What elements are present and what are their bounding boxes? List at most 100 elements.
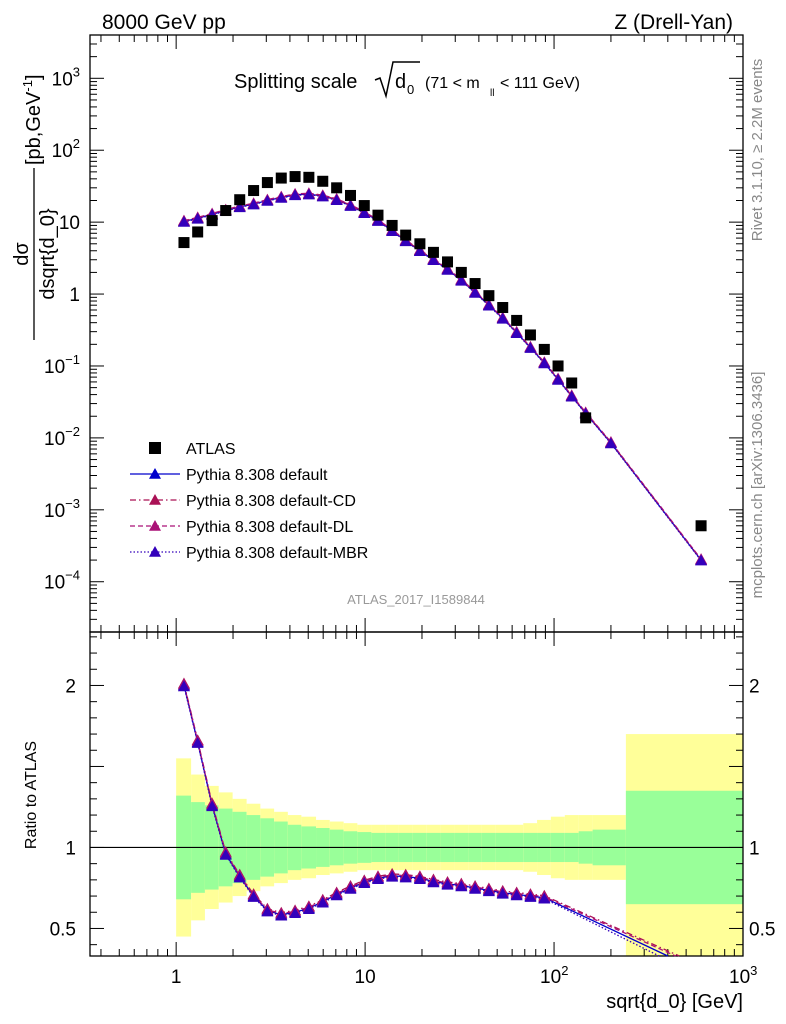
mcplots-label: mcplots.cern.ch [arXiv:1306.3436]	[749, 372, 766, 599]
mc-marker	[538, 357, 551, 369]
y-axis-label-top: dσ dsqrt{d_0} [pb,GeV-1]	[11, 74, 59, 340]
ratio-marker	[191, 737, 204, 748]
ratio-marker	[510, 889, 523, 901]
ratio-marker	[344, 882, 357, 894]
y-tick-label-right: 0.5	[749, 919, 775, 940]
legend-label: Pythia 8.308 default	[186, 467, 328, 484]
atlas-point	[289, 171, 301, 183]
x-tick-label: 102	[540, 963, 568, 988]
atlas-point	[524, 329, 536, 341]
legend-marker	[149, 494, 161, 505]
atlas-point	[400, 229, 412, 241]
ratio-marker	[538, 892, 551, 904]
atlas-point	[497, 302, 509, 314]
ratio-marker	[275, 909, 288, 921]
y-tick-label: 1	[69, 285, 80, 306]
atlas-point	[275, 172, 287, 184]
atlas-point	[303, 171, 315, 183]
atlas-point	[538, 343, 550, 355]
atlas-point	[455, 266, 467, 278]
process-label: Z (Drell-Yan)	[614, 11, 733, 34]
y-tick-label: 10−1	[44, 352, 80, 378]
y-tick-label: 0.5	[50, 919, 76, 940]
atlas-point	[414, 238, 426, 250]
ratio-marker	[441, 878, 454, 890]
mc-marker	[482, 299, 495, 311]
atlas-point	[442, 256, 454, 268]
y-label-unit-sup: -1	[20, 80, 35, 92]
top-frame	[89, 34, 744, 633]
ratio-marker	[206, 800, 219, 812]
bottom-frame	[89, 631, 744, 957]
ratio-marker	[399, 871, 412, 883]
ratio-marker	[455, 880, 468, 892]
mc-marker	[344, 200, 357, 211]
y-label-unit-end: ]	[23, 74, 45, 80]
mc-marker	[330, 194, 343, 205]
ratio-marker	[427, 876, 440, 888]
atlas-point	[206, 215, 218, 227]
mc-marker	[427, 254, 440, 266]
atlas-point	[511, 314, 523, 326]
mc-marker	[455, 274, 468, 286]
ratio-marker	[469, 882, 482, 894]
analysis-id: ATLAS_2017_I1589844	[347, 592, 485, 607]
ratio-marker	[524, 891, 537, 902]
y-axis-label-bottom: Ratio to ATLAS	[23, 741, 40, 849]
atlas-point	[358, 200, 370, 212]
sqrt-symbol	[374, 61, 420, 99]
atlas-point	[234, 194, 246, 206]
y-tick-label-right: 2	[749, 676, 760, 697]
ratio-marker	[289, 907, 302, 919]
atlas-point	[317, 175, 329, 187]
y-tick-label: 10	[59, 213, 80, 234]
ratio-marker	[302, 903, 315, 914]
mc-marker	[441, 263, 454, 275]
y-tick-label: 103	[52, 64, 80, 90]
atlas-point	[566, 377, 578, 389]
mc-marker	[177, 215, 190, 227]
title-var: d	[395, 71, 406, 93]
y-tick-label: 102	[52, 136, 80, 162]
atlas-point	[695, 520, 707, 532]
x-tick-label: 103	[729, 963, 757, 988]
legend-label: Pythia 8.308 default-CD	[186, 493, 356, 510]
legend-label: ATLAS	[186, 441, 236, 458]
y-tick-label: 1	[65, 838, 76, 859]
ratio-marker	[219, 848, 232, 860]
mc-marker	[469, 287, 482, 298]
mc-marker	[552, 373, 565, 385]
mc-marker	[316, 190, 329, 202]
mc-marker	[496, 312, 509, 324]
mc-marker	[399, 235, 412, 247]
ratio-marker	[358, 877, 371, 889]
ratio-marker	[247, 891, 260, 902]
x-tick-label: 10	[355, 967, 376, 988]
atlas-point	[192, 226, 204, 238]
mc-marker	[604, 437, 617, 449]
mc-marker	[524, 342, 537, 353]
legend-marker	[149, 442, 161, 454]
ratio-marker	[177, 680, 190, 692]
y-tick-label: 10−4	[44, 568, 80, 594]
mc-marker	[302, 188, 315, 200]
atlas-point	[483, 290, 495, 302]
title-prefix: Splitting scale	[234, 71, 357, 93]
atlas-point	[248, 185, 260, 197]
atlas-point	[261, 177, 273, 189]
y-label-num: dσ	[11, 242, 33, 266]
atlas-point	[344, 189, 356, 201]
mc-marker	[695, 554, 708, 566]
ratio-marker	[316, 896, 329, 908]
title-cut-a: (71 < m	[425, 75, 480, 92]
y-label-unit-main: [pb,GeV	[23, 91, 45, 165]
ratio-marker	[330, 889, 343, 901]
y-tick-label-right: 1	[749, 838, 760, 859]
legend-marker	[149, 468, 161, 479]
atlas-point	[331, 182, 343, 194]
atlas-point	[178, 237, 190, 249]
atlas-point	[220, 205, 232, 217]
mc-marker	[358, 207, 371, 219]
plot-title: Splitting scale d 0 (71 < m ll < 111 GeV…	[234, 61, 580, 99]
